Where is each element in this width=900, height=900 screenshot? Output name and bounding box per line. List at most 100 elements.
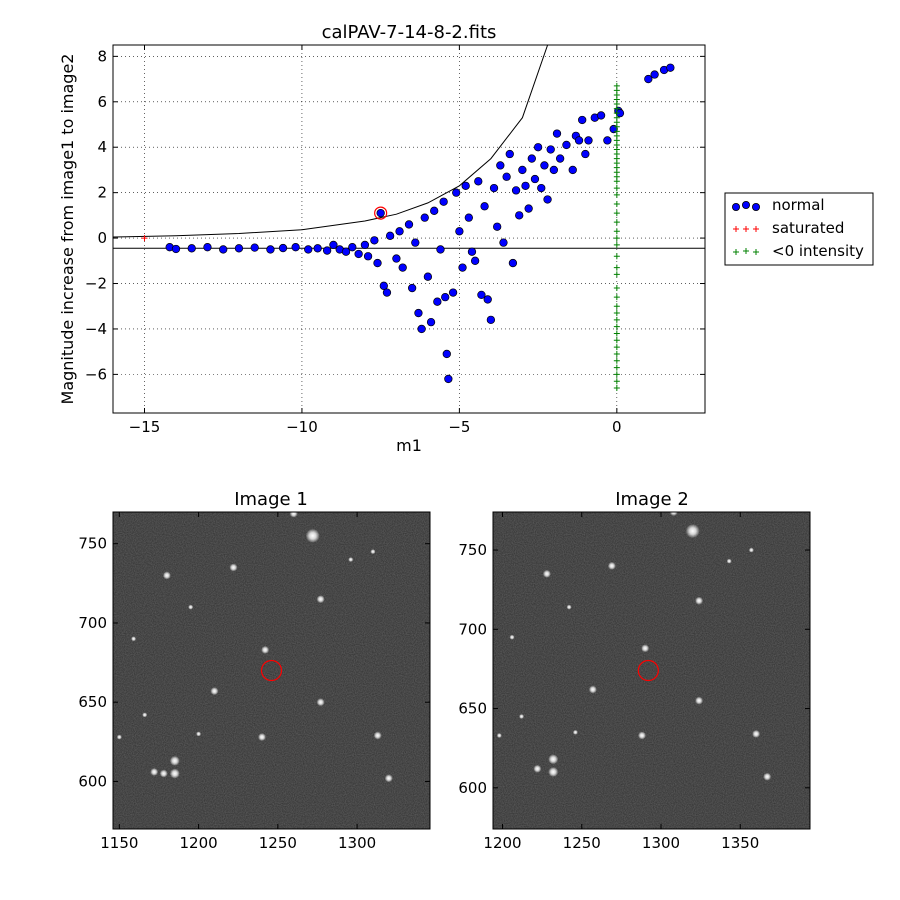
y-tick-label: 4 [97, 138, 107, 156]
normal-point [489, 183, 499, 193]
image-2-noise [493, 512, 810, 829]
negative-intensity-point [613, 185, 620, 192]
x-tick-label: 1200 [179, 834, 217, 852]
normal-point [458, 263, 467, 272]
normal-point [505, 149, 514, 159]
normal-point [354, 249, 363, 259]
scatter-plot: −15 −10 −5 0 −6 −4 −2 0 2 4 6 8 calPAV-7-14-8-2.fit… [58, 22, 706, 455]
normal-point [493, 222, 502, 231]
normal-point [341, 247, 351, 256]
normal-point [496, 161, 505, 170]
normal-point [530, 174, 540, 184]
star [373, 731, 382, 740]
star [150, 767, 159, 776]
normal-point [581, 149, 590, 159]
star [289, 512, 298, 518]
negative-intensity-point [613, 303, 620, 310]
normal-point [441, 292, 450, 302]
star [763, 772, 772, 781]
normal-point [411, 238, 420, 247]
y-tick-label: 750 [78, 535, 107, 553]
negative-intensity-point [613, 294, 620, 301]
star [316, 595, 325, 604]
normal-point [373, 258, 382, 268]
x-axis-label: m1 [396, 436, 422, 455]
x-tick-label: −5 [448, 418, 470, 436]
y-tick-label: −6 [85, 365, 107, 383]
normal-point [666, 63, 675, 72]
normal-point [439, 197, 448, 206]
x-tick-label: −15 [129, 418, 161, 436]
normal-point [467, 247, 477, 256]
plot-background [113, 45, 705, 413]
star [159, 769, 168, 778]
negative-intensity-point [613, 378, 620, 385]
normal-point [650, 70, 659, 79]
normal-point [486, 315, 496, 325]
negative-intensity-point [613, 350, 620, 357]
normal-point [407, 283, 417, 293]
negative-intensity-point [613, 235, 620, 242]
legend-marker-saturated [733, 226, 759, 232]
normal-point [382, 288, 392, 297]
normal-point [533, 143, 543, 152]
normal-point [322, 246, 332, 255]
star [348, 557, 354, 563]
normal-point [433, 297, 442, 306]
normal-point [552, 129, 562, 138]
star [637, 731, 646, 740]
normal-point [603, 136, 612, 145]
image-2-frame [492, 511, 811, 830]
y-tick-label: −4 [85, 320, 107, 338]
star [669, 512, 678, 516]
star [257, 733, 266, 742]
star [588, 685, 597, 694]
normal-point [203, 243, 212, 252]
y-tick-label: 700 [458, 620, 487, 638]
image-2-highlight-circle [637, 659, 659, 682]
normal-point [291, 243, 300, 252]
normal-point [395, 227, 404, 236]
negative-intensity-point [613, 316, 620, 323]
normal-point [392, 254, 401, 263]
star [509, 634, 515, 640]
y-tick-label: 2 [97, 184, 107, 202]
legend-label-normal: normal [772, 196, 825, 214]
negative-intensity-point [613, 178, 620, 185]
normal-point [524, 204, 533, 213]
image-1-panel: 1150 1200 1250 1300 600 650 700 750 Image 1 [78, 489, 431, 852]
x-tick-label: 1300 [642, 834, 680, 852]
negative-intensity-point [613, 310, 620, 317]
x-tick-label: 1350 [721, 834, 759, 852]
negative-intensity-point [613, 210, 620, 217]
normal-point [549, 165, 559, 175]
normal-point [474, 177, 483, 186]
threshold-curve [113, 45, 549, 238]
star [496, 732, 502, 738]
normal-point [360, 240, 370, 250]
normal-point [376, 208, 385, 218]
normal-point [442, 349, 451, 359]
normal-point [470, 256, 480, 265]
normal-point [537, 183, 546, 193]
normal-point [250, 243, 259, 252]
normal-point [480, 202, 489, 211]
y-tick-label: 0 [97, 229, 107, 247]
normal-point [477, 290, 486, 300]
image-1-axis-ticks: 1150 1200 1250 1300 600 650 700 750 [78, 512, 430, 852]
data-points [141, 63, 675, 392]
star [748, 547, 754, 553]
y-tick-label: 8 [97, 47, 107, 65]
normal-point [187, 244, 196, 253]
star [752, 729, 761, 738]
y-tick-label: 650 [458, 700, 487, 718]
normal-point [385, 231, 395, 240]
legend-label-saturated: saturated [772, 219, 844, 237]
star [210, 687, 219, 696]
normal-point [329, 240, 338, 250]
normal-point [521, 181, 530, 190]
image-1-stars [116, 512, 393, 783]
normal-point [455, 227, 464, 236]
star [169, 755, 180, 766]
